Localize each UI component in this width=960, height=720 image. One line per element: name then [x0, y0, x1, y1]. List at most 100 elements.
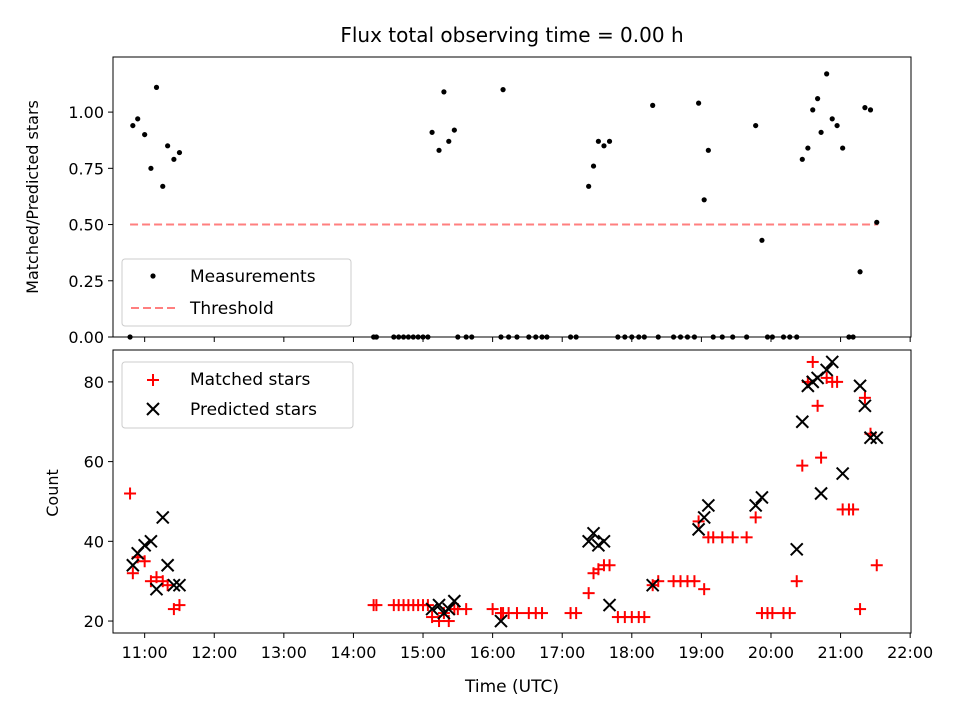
chart-title: Flux total observing time = 0.00 h [340, 23, 683, 47]
predicted-star-stroke [645, 578, 660, 592]
predicted-star-marker [697, 510, 711, 525]
matched-star-marker [847, 503, 860, 516]
bottom-x-tick-label: 20:00 [748, 643, 794, 662]
matched-star-marker [806, 355, 819, 368]
predicted-star-marker [691, 522, 706, 537]
measurement-point [705, 147, 711, 153]
top-legend-box [121, 258, 352, 327]
matched-star-marker [783, 607, 796, 620]
measurement-point [815, 96, 821, 102]
measurement-point [829, 116, 835, 122]
predicted-star-marker [172, 578, 187, 592]
measurement-point [862, 105, 868, 111]
predicted-star-stroke [701, 498, 716, 513]
bottom-x-tick-label: 13:00 [261, 643, 307, 662]
matched-star-marker [638, 611, 651, 624]
measurement-point [142, 131, 148, 138]
measurement-point [148, 165, 154, 171]
measurement-point [867, 107, 874, 113]
matched-star-marker [173, 599, 186, 612]
measurement-point [130, 122, 136, 129]
matched-star-marker [870, 559, 883, 572]
predicted-star-stroke [748, 498, 763, 513]
measurement-point [805, 145, 811, 151]
top-y-tick-label: 1.00 [68, 103, 104, 122]
predicted-star-marker [858, 399, 872, 413]
predicted-star-marker [126, 558, 140, 572]
measurement-point [595, 138, 601, 144]
matched-star-marker [603, 559, 616, 572]
predicted-star-stroke [790, 542, 804, 557]
matched-star-marker [796, 459, 809, 472]
predicted-star-stroke [835, 466, 850, 481]
predicted-star-stroke [149, 582, 164, 596]
matched-star-marker [698, 583, 711, 596]
measurement-point [436, 147, 442, 153]
predicted-star-stroke [825, 355, 839, 369]
measurement-point [441, 89, 447, 95]
predicted-star-marker [819, 363, 834, 377]
matched-star-marker [161, 579, 174, 592]
bottom-y-tick-label: 60 [84, 453, 104, 472]
predicted-star-marker [137, 538, 152, 553]
measurement-point [160, 183, 166, 189]
matched-star-marker [138, 555, 151, 568]
matched-star-marker [766, 607, 779, 620]
predicted-star-stroke [425, 602, 439, 616]
measurement-point [500, 87, 506, 93]
measurement-point [601, 143, 607, 149]
matched-star-marker [815, 451, 828, 464]
predicted-star-stroke [137, 538, 152, 553]
bottom-x-tick-label: 18:00 [609, 643, 655, 662]
top-y-tick-label: 0.25 [68, 272, 104, 291]
legend-threshold-label: Threshold [189, 299, 274, 319]
predicted-star-marker [863, 430, 878, 445]
measurement-point [176, 149, 183, 156]
predicted-star-marker [149, 582, 164, 596]
bottom-x-tick-label: 21:00 [818, 643, 864, 662]
bottom-x-tick-label: 19:00 [678, 643, 724, 662]
predicted-star-stroke [581, 534, 596, 549]
matched-star-marker [426, 611, 439, 624]
predicted-star-stroke [591, 538, 606, 553]
predicted-star-stroke [870, 430, 884, 445]
bottom-x-tick-label: 16:00 [470, 643, 516, 662]
measurement-point [857, 269, 863, 275]
measurement-point [753, 122, 759, 129]
top-y-tick-label: 0.00 [68, 328, 104, 347]
matched-star-marker [124, 487, 137, 500]
predicted-star-stroke [863, 430, 878, 445]
predicted-star-stroke [602, 598, 617, 612]
predicted-star-marker [442, 602, 456, 616]
matched-star-marker [811, 399, 824, 412]
predicted-star-stroke [432, 598, 446, 612]
predicted-star-marker [748, 498, 763, 513]
measurement-point [446, 138, 452, 144]
matched-star-marker [854, 603, 867, 616]
predicted-star-stroke [160, 558, 175, 572]
matched-star-marker [716, 531, 729, 544]
predicted-star-stroke [691, 522, 706, 537]
matched-star-marker [510, 607, 523, 620]
predicted-star-marker [853, 379, 867, 393]
bottom-x-tick-label: 12:00 [191, 643, 237, 662]
matched-star-marker [692, 515, 705, 528]
legend-matched-marker [147, 374, 159, 386]
matched-star-marker [858, 391, 871, 404]
measurement-point [799, 156, 805, 162]
predicted-star-marker [597, 534, 611, 549]
bottom-x-tick-label: 22:00 [887, 643, 933, 662]
top-y-axis-label: Matched/Predicted stars [23, 100, 42, 294]
predicted-star-stroke [442, 602, 456, 616]
bottom-x-tick-label: 11:00 [122, 643, 168, 662]
x-axis-label: Time (UTC) [464, 677, 559, 697]
measurement-point [696, 100, 702, 106]
bottom-x-tick-label: 14:00 [330, 643, 376, 662]
legend-predicted-marker [146, 402, 160, 416]
legend-measurements-label: Measurements [190, 267, 316, 287]
predicted-star-marker [870, 430, 884, 445]
predicted-star-marker [591, 538, 606, 553]
measurement-point [840, 145, 846, 151]
